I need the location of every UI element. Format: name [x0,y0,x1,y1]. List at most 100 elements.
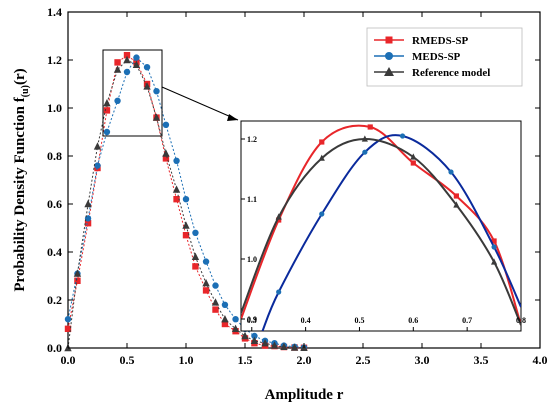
data-point-reference-model [191,252,200,260]
legend-marker-reference [384,67,394,76]
legend-label-rmeds: RMEDS-SP [412,35,469,47]
data-point-meds-sp [143,63,151,71]
data-point-rmeds-sp [123,52,131,59]
data-point-reference-model [211,298,220,306]
y-tick-label: 0.8 [47,149,62,163]
data-point-reference-model [73,269,82,277]
data-point-rmeds-sp [221,320,229,328]
data-point-meds-sp [173,157,180,164]
x-tick-label: 1.5 [238,353,253,367]
inset-point-meds-sp [448,169,454,175]
x-tick-label: 0.0 [61,353,76,367]
inset-x-tick-label: 0.5 [354,316,364,325]
inset-point-reference-model [453,201,460,208]
inset-point-reference-model [490,258,498,265]
data-point-reference-model [123,55,131,64]
data-point-rmeds-sp [173,196,180,203]
data-point-rmeds-sp [103,107,111,114]
data-point-rmeds-sp [162,155,170,162]
data-point-reference-model [152,113,161,121]
data-point-reference-model [93,142,102,150]
y-tick-label: 0.6 [47,197,62,211]
zoom-region-box [102,49,163,137]
series-reference-model [64,55,308,352]
x-tick-label: 4.0 [533,353,548,367]
inset-series-rmeds-sp [241,124,521,326]
data-point-rmeds-sp [202,287,210,294]
data-point-reference-model [221,315,229,323]
inset-point-rmeds-sp [410,160,416,166]
data-point-meds-sp [212,282,219,289]
y-tick-label: 1.0 [47,101,62,115]
inset-x-tick-label: 0.6 [408,316,418,325]
y-tick-label: 0.4 [47,245,62,259]
legend-item-reference: Reference model [374,67,490,79]
y-tick-label: 1.2 [47,53,62,67]
data-point-meds-sp [114,97,121,105]
data-point-reference-model [143,82,151,90]
inset-point-meds-sp [319,211,325,217]
inset-line-meds-sp [261,134,521,331]
data-point-reference-model [280,342,288,350]
inset-series-meds-sp [261,133,521,331]
y-axis-title-suffix: (r) [12,68,28,85]
zoom-connector-arrow [227,114,238,121]
data-point-reference-model [172,185,181,193]
inset-y-tick-label: 1.0 [247,255,257,264]
data-point-reference-model [84,199,92,208]
legend-marker-rmeds [385,36,393,44]
data-point-reference-model [162,149,170,157]
x-tick-label: 3.5 [474,353,489,367]
legend-label-reference: Reference model [412,67,490,79]
data-point-meds-sp [153,88,160,95]
data-point-meds-sp [192,229,199,236]
zoom-connector-line [161,86,239,121]
data-point-reference-model [290,343,299,351]
inset-point-meds-sp [399,133,406,139]
data-point-meds-sp [202,258,210,265]
legend: RMEDS-SP MEDS-SP Reference model [366,27,523,87]
inset-point-reference-model [361,135,368,142]
data-point-meds-sp [232,316,239,323]
data-point-reference-model [103,99,111,107]
inset-y-tick-label: 1.1 [247,195,257,204]
inset-point-meds-sp [276,289,282,295]
data-point-meds-sp [123,68,131,76]
inset-x-tick-label: 0.4 [301,316,311,325]
y-tick-label: 1.4 [47,5,62,19]
x-tick-label: 0.5 [120,353,135,367]
inset-series-reference-model [241,135,521,326]
data-point-reference-model [132,60,141,68]
data-point-reference-model [182,221,190,229]
inset-frame [240,120,522,332]
data-point-reference-model [241,331,249,340]
data-point-meds-sp [103,128,111,136]
x-axis-title: Amplitude r [265,387,344,403]
inset-x-tick-label: 0.8 [516,316,526,325]
data-point-meds-sp [64,316,72,323]
data-point-rmeds-sp [192,263,199,270]
data-point-reference-model [202,279,210,287]
data-point-rmeds-sp [212,306,219,313]
x-tick-label: 3.0 [415,353,430,367]
inset-x-tick-label: 0.3 [247,316,257,325]
main-axes-layer: 0.0 0.5 1.0 1.5 2.0 2.5 3.0 3.5 4.00.00.20.40.60… [47,5,548,367]
y-tick-label: 0.2 [47,293,62,307]
inset-y-tick-label: 0.9 [247,315,257,324]
inset-point-rmeds-sp [453,193,459,199]
data-point-meds-sp [251,332,258,340]
data-point-meds-sp [182,196,190,203]
legend-marker-meds [385,52,393,60]
y-axis-title: Probability Density Function f(u)(r) [12,68,31,291]
inset-point-reference-model [318,154,325,161]
legend-label-meds: MEDS-SP [412,51,461,63]
data-point-rmeds-sp [84,220,92,227]
data-point-reference-model [113,65,122,73]
inset-point-reference-model [275,213,282,220]
data-point-meds-sp [162,121,170,128]
inset-series-layer [241,124,521,331]
x-tick-label: 1.0 [179,353,194,367]
data-point-reference-model [270,341,279,349]
inset-point-rmeds-sp [276,217,282,223]
